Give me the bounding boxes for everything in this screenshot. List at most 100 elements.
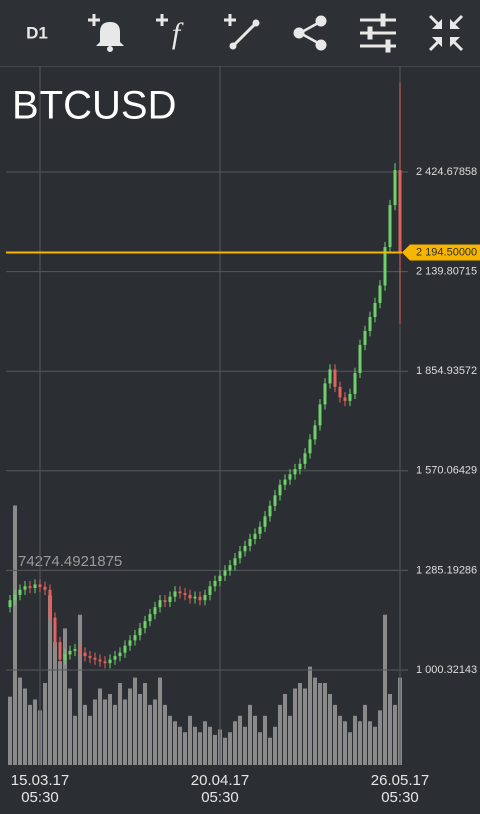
volume-bar <box>378 710 382 765</box>
volume-bar <box>298 683 302 765</box>
candle-body <box>83 652 87 657</box>
current-price-label: 2 194.50000 <box>416 246 477 258</box>
volume-bar <box>108 693 112 765</box>
volume-bar <box>228 732 232 765</box>
volume-bar <box>233 721 237 765</box>
collapse-icon[interactable] <box>428 14 464 52</box>
volume-bar <box>128 688 132 765</box>
candle-body <box>323 383 327 405</box>
candle-body <box>298 463 302 470</box>
candle-body <box>258 526 262 534</box>
candle-body <box>308 439 312 454</box>
drawing-icon[interactable] <box>224 14 260 50</box>
volume-bar <box>383 614 387 765</box>
candle-body <box>243 545 247 552</box>
candle-body <box>18 589 22 595</box>
candle-body <box>173 591 177 597</box>
volume-bar <box>113 704 117 765</box>
volume-bar <box>258 732 262 765</box>
candle-body <box>88 656 92 658</box>
candle-body <box>358 344 362 373</box>
volume-bar <box>208 726 212 765</box>
candle-body <box>293 469 297 475</box>
volume-bar <box>363 704 367 765</box>
volume-bar <box>203 721 207 765</box>
candle-body <box>63 654 67 660</box>
volume-bar <box>93 699 97 765</box>
volume-bar <box>373 726 377 765</box>
volume-bar <box>148 704 152 765</box>
y-tick-label: 1 285.19286 <box>416 564 477 576</box>
volume-bar <box>243 726 247 765</box>
volume-bar <box>8 696 12 765</box>
volume-bar <box>118 683 122 765</box>
candle-body <box>263 516 267 527</box>
settings-icon[interactable] <box>360 13 396 53</box>
timeframe-button[interactable]: D1 <box>26 23 48 42</box>
x-tick-label: 26.05.17 05:30 <box>370 772 430 806</box>
candle-body <box>273 495 277 506</box>
candle-body <box>138 628 142 636</box>
volume-bar <box>223 737 227 765</box>
candle-body <box>248 539 252 546</box>
volume-bar <box>353 715 357 765</box>
toolbar <box>0 0 480 66</box>
candle-body <box>228 565 232 571</box>
volume-bar <box>183 732 187 765</box>
volume-bar <box>193 726 197 765</box>
candle-body <box>33 584 37 588</box>
candle-body <box>193 596 197 599</box>
volume-bar <box>28 704 32 765</box>
candle-body <box>233 558 237 566</box>
symbol-title: BTCUSD <box>12 84 176 128</box>
candle-body <box>108 659 112 664</box>
volume-bar <box>138 693 142 765</box>
volume-bar <box>288 715 292 765</box>
volume-bar <box>23 688 27 765</box>
candle-body <box>378 285 382 304</box>
candle-body <box>93 657 97 660</box>
candle-body <box>68 650 72 655</box>
volume-bar <box>163 704 167 765</box>
volume-bar <box>238 715 242 765</box>
volume-bar <box>13 505 17 765</box>
candle-body <box>98 659 102 662</box>
candle-body <box>353 372 357 394</box>
candle-body <box>148 614 152 622</box>
volume-bar <box>313 677 317 765</box>
volume-tick-label: 74274.4921875 <box>18 553 122 570</box>
volume-bar <box>73 715 77 765</box>
current-price-tag <box>402 244 480 261</box>
volume-bar <box>88 715 92 765</box>
volume-bar <box>248 704 252 765</box>
alert-icon[interactable] <box>88 14 124 52</box>
volume-bar <box>388 693 392 765</box>
volume-bar <box>358 721 362 765</box>
y-tick-label: 2 139.80715 <box>416 266 477 278</box>
candle-body <box>278 484 282 496</box>
volume-bar <box>303 688 307 765</box>
candle-body <box>318 404 322 426</box>
candle-body <box>178 591 182 594</box>
share-icon[interactable] <box>293 15 327 51</box>
volume-bar <box>338 715 342 765</box>
candle-body <box>23 586 27 590</box>
candle-body <box>103 661 107 664</box>
volume-bar <box>48 595 52 765</box>
volume-bar <box>158 677 162 765</box>
candle-body <box>13 594 17 601</box>
candle-body <box>28 586 32 588</box>
candle-body <box>238 551 242 559</box>
x-tick-label: 15.03.17 05:30 <box>10 772 70 806</box>
volume-bar <box>328 693 332 765</box>
volume-bar <box>58 661 62 765</box>
volume-bar <box>273 726 277 765</box>
candle-body <box>123 645 127 653</box>
volume-bar <box>33 699 37 765</box>
candle-body <box>368 316 372 331</box>
y-tick-label: 1 570.06429 <box>416 465 477 477</box>
candle-body <box>203 594 207 601</box>
candle-body <box>113 656 117 660</box>
